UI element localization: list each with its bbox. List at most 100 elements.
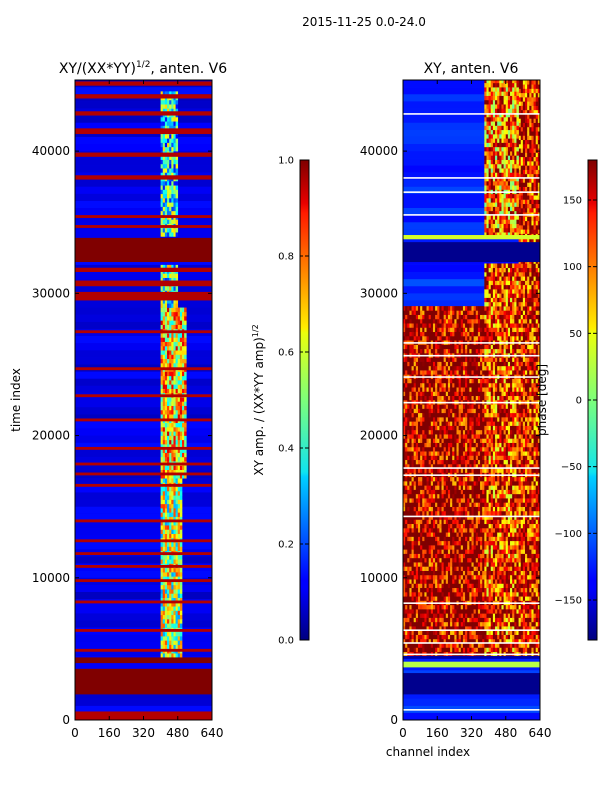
heatmap-cell: [177, 465, 181, 470]
heatmap-cell: [171, 623, 174, 628]
heatmap-cell: [458, 587, 462, 593]
heatmap-cell: [405, 365, 408, 371]
heatmap-cell: [447, 515, 451, 520]
heatmap-stripe: [75, 520, 212, 528]
heatmap-cell: [482, 434, 485, 439]
heatmap-cell: [435, 566, 438, 571]
heatmap-cell: [403, 510, 406, 516]
heatmap-cell: [432, 404, 436, 409]
heatmap-cell: [473, 570, 477, 576]
heatmap-cell: [422, 489, 425, 495]
heatmap-cell: [488, 459, 492, 465]
heatmap-cell: [179, 358, 183, 364]
heatmap-cell: [452, 647, 455, 653]
heatmap-cell: [435, 647, 438, 653]
heatmap-cell: [490, 323, 494, 328]
heatmap-cell: [490, 365, 494, 371]
heatmap-cell: [475, 348, 479, 354]
heatmap-cell: [437, 553, 440, 559]
heatmap-cell: [458, 574, 462, 580]
heatmap-cell: [437, 481, 440, 486]
heatmap-cell: [456, 506, 459, 512]
heatmap-cell: [160, 580, 164, 586]
heatmap-cell: [443, 566, 447, 571]
heatmap-cell: [160, 397, 164, 402]
heatmap-cell: [477, 638, 481, 644]
heatmap-cell: [403, 506, 406, 512]
heatmap-cell: [458, 395, 462, 401]
heatmap-cell: [460, 387, 464, 392]
heatmap-cell: [443, 421, 447, 426]
heatmap-cell: [437, 412, 440, 418]
heatmap-cell: [482, 382, 485, 388]
heatmap-cell: [482, 647, 485, 653]
heatmap-cell: [460, 404, 464, 409]
heatmap-cell: [162, 465, 166, 470]
heatmap-cell: [439, 523, 442, 529]
heatmap-cell: [430, 314, 434, 320]
heatmap-cell: [171, 155, 174, 160]
heatmap-cell: [437, 643, 440, 648]
heatmap-cell: [432, 310, 436, 315]
heatmap-cell: [164, 303, 168, 308]
heatmap-cell: [409, 442, 412, 448]
heatmap-cell: [164, 371, 168, 377]
heatmap-cell: [443, 434, 447, 439]
heatmap-cell: [475, 630, 479, 635]
heatmap-cell: [428, 481, 432, 486]
heatmap-cell: [173, 567, 176, 573]
heatmap-cell: [169, 512, 172, 517]
heatmap-cell: [437, 421, 440, 426]
heatmap-cell: [488, 370, 492, 375]
heatmap-cell: [447, 446, 451, 452]
heatmap-cell: [471, 566, 474, 571]
heatmap-cell: [482, 587, 485, 593]
heatmap-cell: [450, 540, 453, 546]
heatmap-cell: [435, 421, 438, 426]
heatmap-cell: [409, 331, 412, 337]
heatmap-cell: [443, 498, 447, 503]
heatmap-cell: [409, 468, 412, 473]
heatmap-cell: [460, 519, 464, 525]
heatmap-cell: [407, 583, 410, 589]
heatmap-cell: [426, 429, 429, 435]
heatmap-cell: [482, 476, 485, 482]
heatmap-cell: [175, 286, 179, 291]
heatmap-cell: [430, 532, 434, 537]
heatmap-cell: [164, 653, 168, 658]
heatmap-cell: [441, 519, 444, 525]
heatmap-cell: [447, 387, 451, 392]
heatmap-cell: [441, 621, 444, 627]
x-tick-label: 640: [201, 726, 224, 740]
heatmap-cell: [424, 515, 427, 520]
heatmap-cell: [454, 370, 457, 375]
heatmap-cell: [482, 489, 485, 495]
heatmap-cell: [160, 422, 164, 428]
heatmap-cell: [445, 609, 449, 614]
heatmap-cell: [439, 609, 442, 614]
heatmap-cell: [443, 314, 447, 320]
heatmap-cell: [475, 425, 479, 431]
heatmap-cell: [460, 378, 464, 384]
heatmap-cell: [473, 314, 477, 320]
heatmap-cell: [486, 579, 489, 584]
heatmap-cell: [169, 409, 172, 415]
heatmap-cell: [456, 417, 459, 422]
heatmap-cell: [411, 643, 415, 648]
heatmap-cell: [426, 365, 429, 371]
heatmap-cell: [422, 498, 425, 503]
heatmap-cell: [184, 397, 187, 402]
heatmap-cell: [169, 138, 172, 143]
heatmap-cell: [420, 331, 423, 337]
heatmap-cell: [443, 408, 447, 414]
heatmap-cell: [475, 306, 479, 311]
heatmap-cell: [428, 412, 432, 418]
heatmap-cell: [490, 425, 494, 431]
heatmap-cell: [164, 142, 168, 148]
heatmap-cell: [450, 638, 453, 644]
heatmap-cell: [458, 617, 462, 623]
heatmap-cell: [179, 631, 183, 637]
heatmap-cell: [417, 476, 421, 482]
heatmap-cell: [420, 438, 423, 443]
heatmap-cell: [426, 557, 429, 563]
